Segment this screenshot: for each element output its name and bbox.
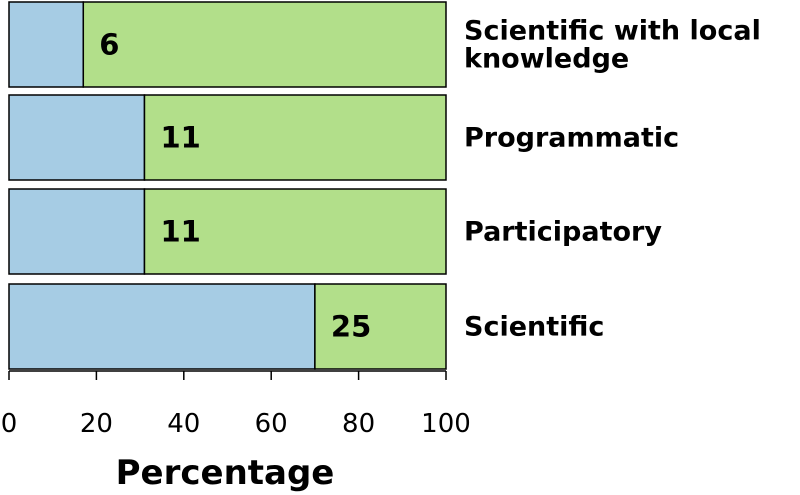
bar-value-label: 11 — [160, 121, 200, 155]
bar-segment-1-row-1 — [8, 1, 85, 88]
bar-value-label: 6 — [99, 28, 119, 62]
x-tick-label: 80 — [342, 409, 375, 439]
x-tick-label: 20 — [80, 409, 113, 439]
x-tick-label: 40 — [167, 409, 200, 439]
bar-segment-2-row-3 — [143, 188, 447, 275]
bar-segment-1-row-4 — [8, 283, 316, 370]
category-label: Scientific with local — [464, 16, 761, 47]
x-axis: 0 20 40 60 80 100 — [1, 370, 471, 439]
category-label: Participatory — [464, 217, 662, 248]
x-axis-title: Percentage — [116, 453, 335, 493]
bars-group: 6 11 11 25 — [8, 1, 447, 370]
x-tick-label: 60 — [255, 409, 288, 439]
x-tick-label: 100 — [421, 409, 471, 439]
bar-segment-2-row-1 — [82, 1, 447, 88]
bar-segment-2-row-4 — [314, 283, 447, 370]
x-tick-label: 0 — [1, 409, 18, 439]
bar-segment-1-row-3 — [8, 188, 146, 275]
bar-value-label: 11 — [160, 215, 200, 249]
bar-segment-1-row-2 — [8, 94, 146, 181]
bar-value-label: 25 — [331, 310, 371, 344]
category-label: knowledge — [464, 44, 629, 75]
category-label: Scientific — [464, 312, 604, 343]
bar-segment-2-row-2 — [143, 94, 447, 181]
category-label: Programmatic — [464, 123, 679, 154]
